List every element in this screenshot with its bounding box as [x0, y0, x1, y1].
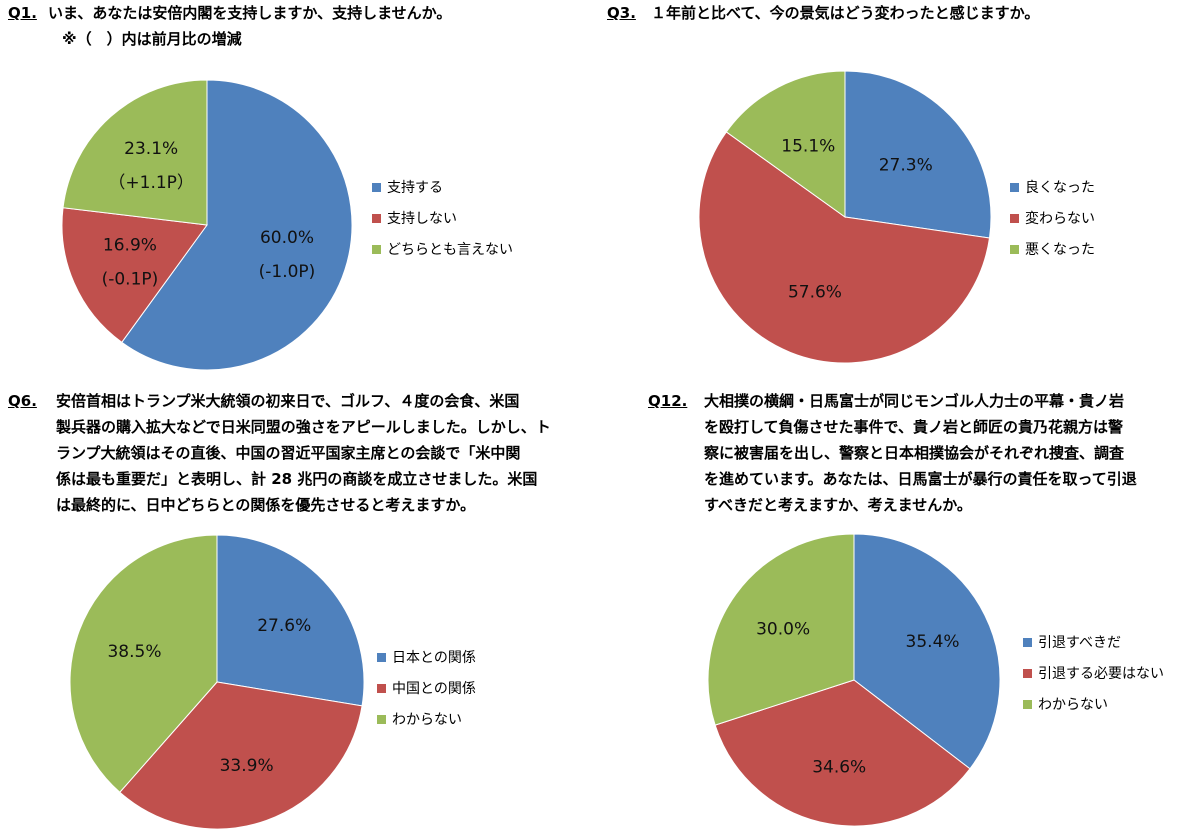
q6-legend-swatch-2: [377, 715, 386, 724]
q12-question: 大相撲の横綱・日馬富士が同じモンゴル人力士の平幕・貴ノ岩 を殴打して負傷させた事…: [704, 392, 1137, 514]
q6-slice-1: [119, 681, 363, 830]
q6-legend-swatch-0: [377, 653, 386, 662]
q12-legend-label-2: わからない: [1038, 697, 1108, 713]
q1-change-label-2: （+1.1P）: [108, 173, 194, 193]
q6-value-label-1: 33.9%: [220, 756, 274, 776]
q3-legend-label-2: 悪くなった: [1025, 242, 1095, 258]
q6-legend-label-0: 日本との関係: [392, 650, 476, 666]
q1-header: Q1. いま、あなたは安倍内閣を支持しますか、支持しませんか。: [8, 0, 568, 30]
q3-value-label-0: 27.3%: [879, 155, 933, 175]
q12-legend-label-0: 引退すべきだ: [1038, 635, 1122, 651]
q12-value-label-2: 30.0%: [756, 620, 810, 640]
q3-legend-label-1: 変わらない: [1025, 211, 1095, 227]
q6-header: Q6. 安倍首相はトランプ米大統領の初来日で、ゴルフ、４度の会食、米国 製兵器の…: [8, 388, 608, 528]
q12-value-label-0: 35.4%: [906, 632, 960, 652]
q1-legend-swatch-0: [372, 183, 381, 192]
q12-legend-swatch-1: [1023, 669, 1032, 678]
q12-legend-label-1: 引退する必要はない: [1038, 666, 1164, 682]
q3-pie-chart: 27.3% 57.6% 15.1%: [698, 70, 992, 364]
q6-pie-chart: 27.6% 33.9% 38.5%: [69, 534, 365, 830]
q1-value-label-0: 60.0%: [260, 228, 314, 248]
q6-legend-swatch-1: [377, 684, 386, 693]
q6-value-label-2: 38.5%: [107, 642, 161, 662]
q6-legend-label-2: わからない: [392, 712, 462, 728]
q1-value-label-2: 23.1%: [124, 139, 178, 159]
q6-legend-label-1: 中国との関係: [392, 681, 476, 697]
q3-slice-2: [725, 70, 846, 218]
q1-legend-label-0: 支持する: [387, 180, 443, 196]
q1-pie-chart: 60.0% (-1.0P) 16.9% (-0.1P) 23.1% （+1.1P）: [61, 79, 353, 371]
q1-question: いま、あなたは安倍内閣を支持しますか、支持しませんか。: [48, 4, 452, 22]
q6-value-label-0: 27.6%: [257, 616, 311, 636]
q12-slice-1: [714, 679, 971, 827]
q1-change-label-0: (-1.0P): [259, 262, 316, 282]
q1-slice-2: [62, 79, 208, 226]
q6-slice-2: [69, 534, 218, 793]
q1-slice-0: [121, 79, 353, 371]
q1-legend-swatch-1: [372, 214, 381, 223]
q3-value-label-2: 15.1%: [781, 137, 835, 157]
q3-slice-1: [698, 131, 991, 364]
q12-slice-0: [853, 533, 1001, 770]
q3-number: Q3.: [607, 4, 636, 22]
q6-question: 安倍首相はトランプ米大統領の初来日で、ゴルフ、４度の会食、米国 製兵器の購入拡大…: [56, 392, 551, 514]
q6-slice-0: [216, 534, 365, 707]
q1-slice-1: [61, 207, 208, 344]
q6-number: Q6.: [8, 392, 37, 410]
q12-number: Q12.: [648, 392, 688, 410]
q1-change-label-1: (-0.1P): [102, 270, 159, 290]
q3-legend-swatch-1: [1010, 214, 1019, 223]
q3-legend-swatch-2: [1010, 245, 1019, 254]
q3-legend-swatch-0: [1010, 183, 1019, 192]
q12-legend-swatch-0: [1023, 638, 1032, 647]
q12-value-label-1: 34.6%: [812, 757, 866, 777]
q12-legend-swatch-2: [1023, 700, 1032, 709]
q3-header: Q3. １年前と比べて、今の景気はどう変わったと感じますか。: [607, 0, 1197, 30]
q1-legend-label-1: 支持しない: [387, 211, 457, 227]
q12-header: Q12. 大相撲の横綱・日馬富士が同じモンゴル人力士の平幕・貴ノ岩 を殴打して負…: [648, 388, 1198, 528]
q1-value-label-1: 16.9%: [103, 236, 157, 256]
q1-number: Q1.: [8, 4, 37, 22]
q3-value-label-1: 57.6%: [788, 282, 842, 302]
q12-pie-chart: 35.4% 34.6% 30.0%: [707, 533, 1001, 827]
q3-slice-0: [844, 70, 992, 239]
q1-legend-label-2: どちらとも言えない: [387, 242, 513, 258]
q3-legend-label-0: 良くなった: [1025, 180, 1095, 196]
q1-note: ※（ ）内は前月比の増減: [62, 30, 242, 48]
q12-slice-2: [707, 533, 855, 726]
q3-question: １年前と比べて、今の景気はどう変わったと感じますか。: [651, 4, 1040, 22]
q1-legend-swatch-2: [372, 245, 381, 254]
